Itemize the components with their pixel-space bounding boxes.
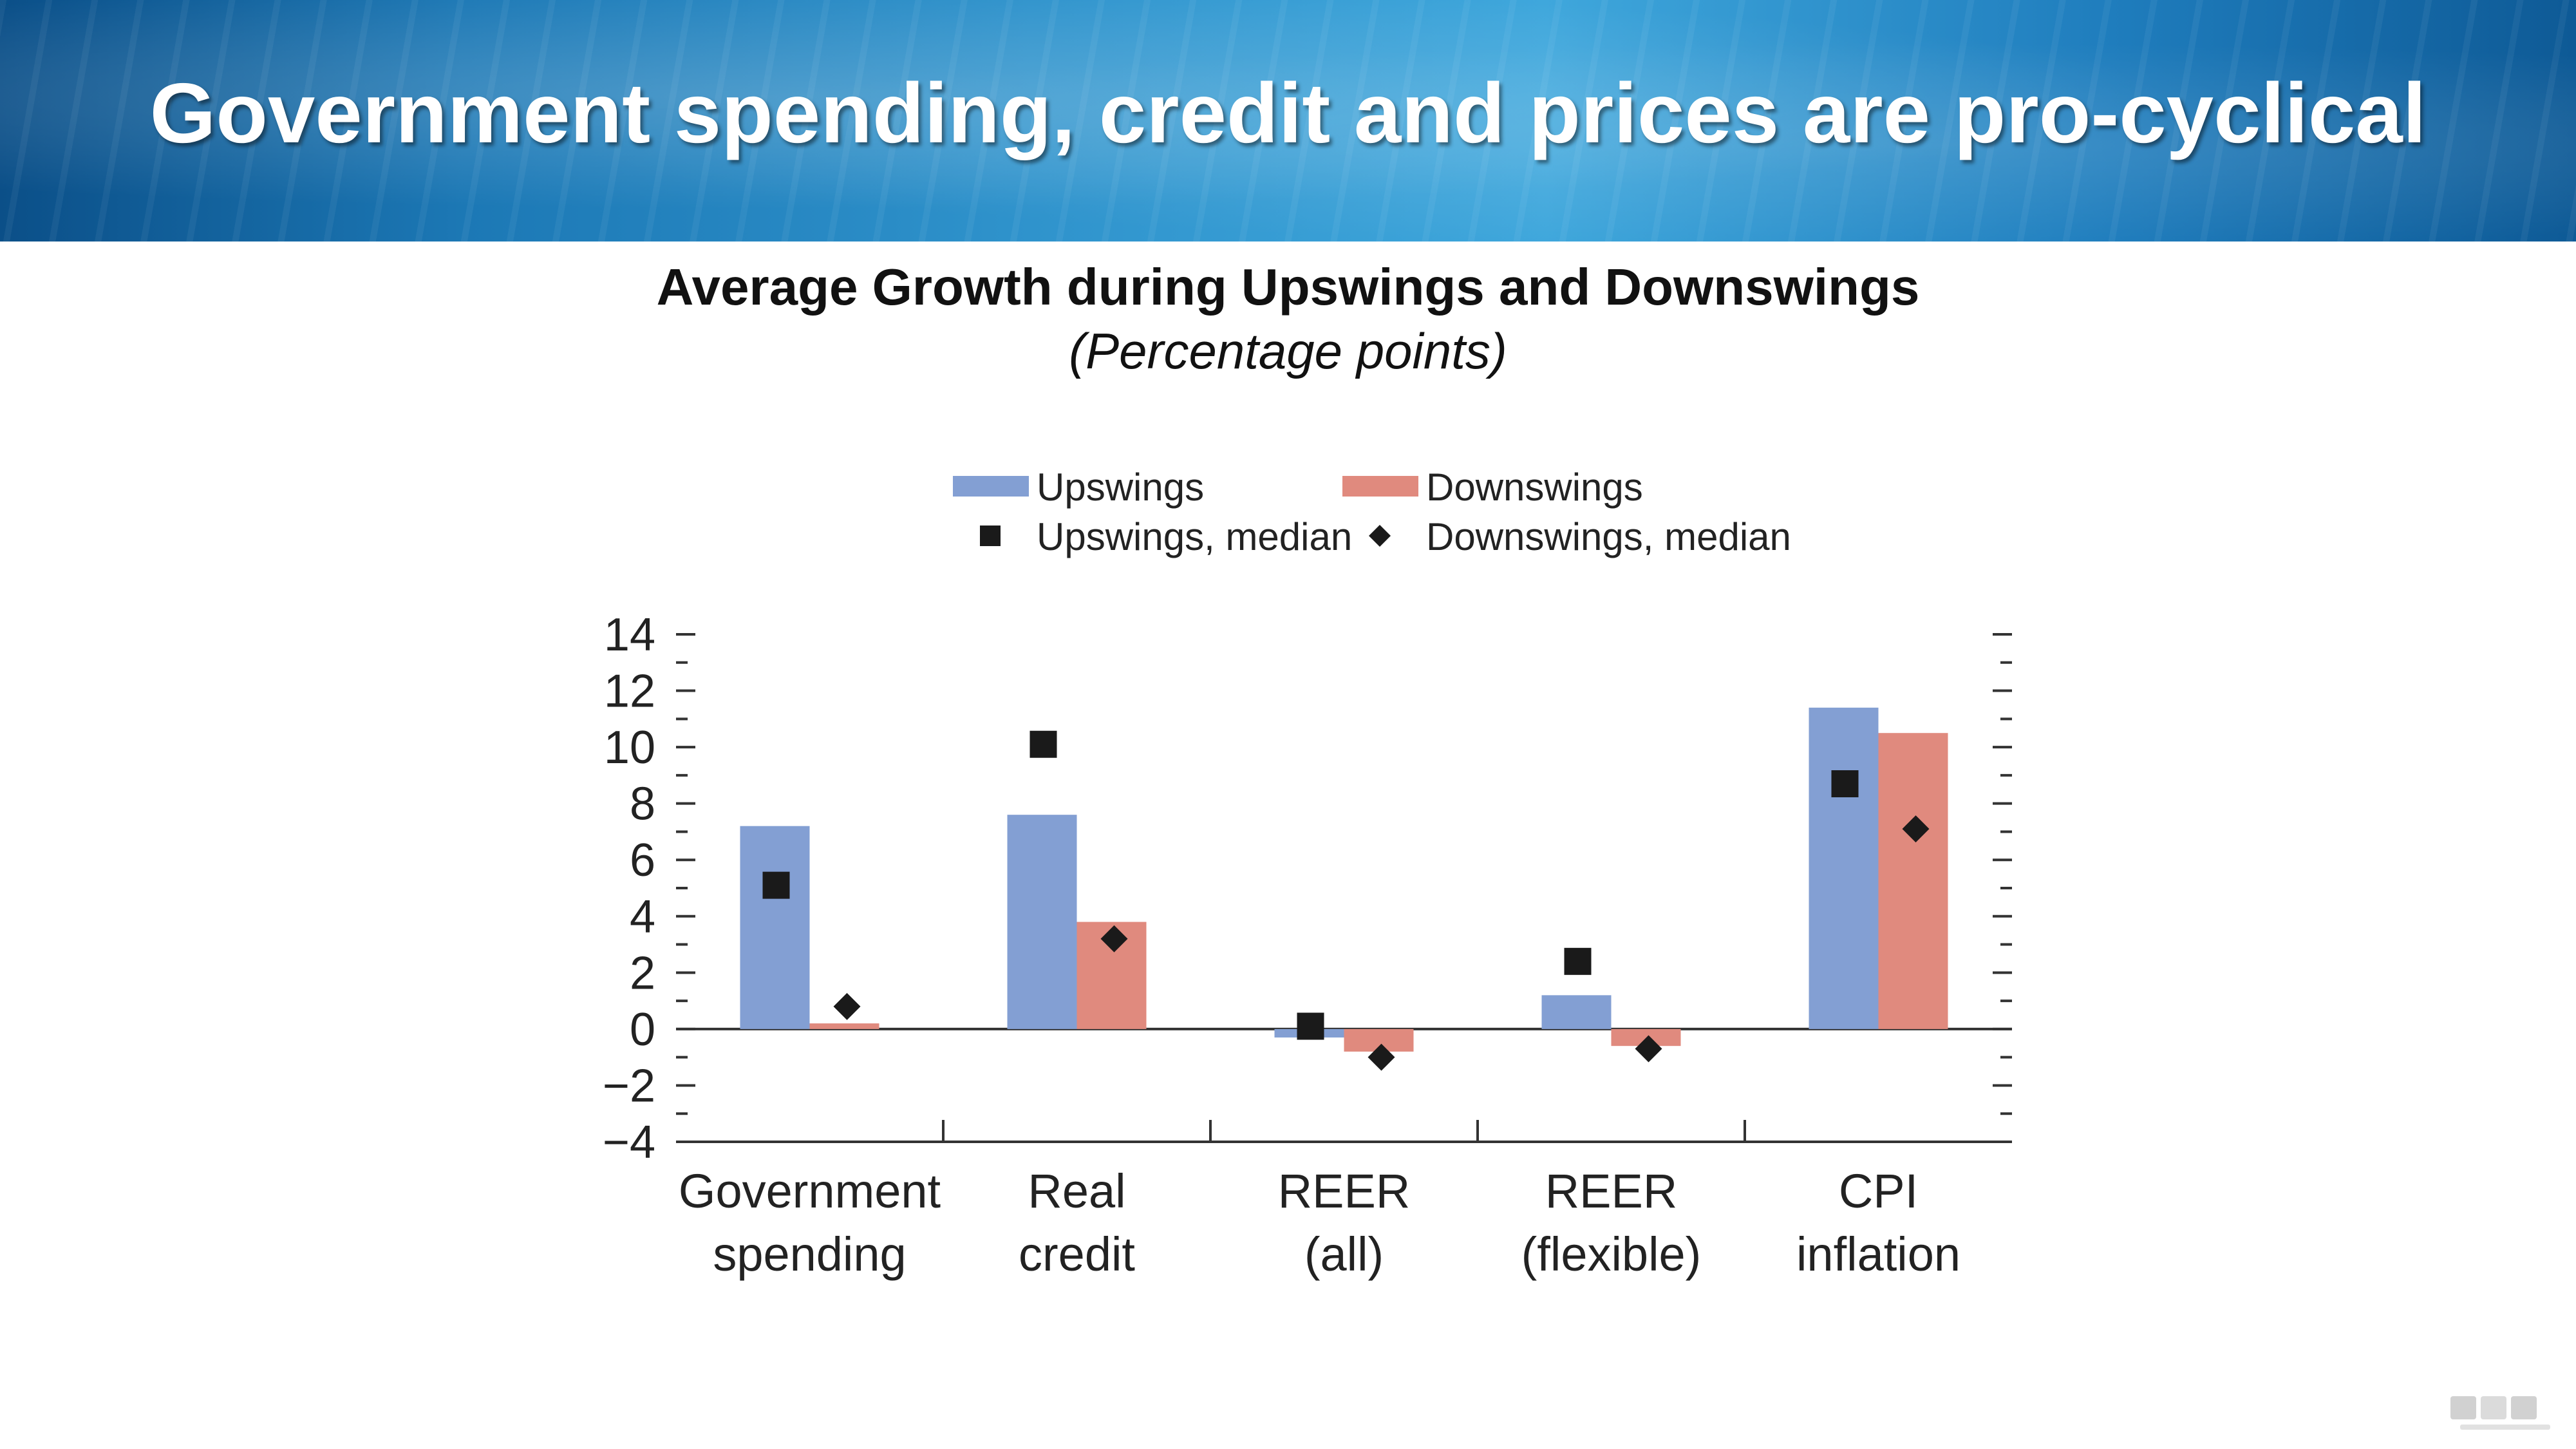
category-label: (all): [1304, 1227, 1384, 1281]
legend-swatch-upswings: [953, 476, 1029, 497]
marker-downswings-median: [1635, 1035, 1662, 1063]
y-tick-label: 10: [604, 722, 655, 773]
slide-title: Government spending, credit and prices a…: [149, 66, 2427, 160]
watermark-logo: [2450, 1396, 2550, 1430]
category-label: spending: [713, 1227, 906, 1281]
marker-downswings-median: [833, 992, 861, 1020]
banner-texture: [0, 0, 2576, 242]
marker-upswings-median: [762, 871, 790, 899]
bar-downswings: [1878, 733, 1948, 1029]
bar-upswings: [1007, 815, 1077, 1029]
category-label: credit: [1019, 1227, 1135, 1281]
category-label: Real: [1028, 1164, 1125, 1218]
category-labels: Government spending Real credit REER (all) REE…: [679, 1164, 1960, 1281]
bar-upswings: [740, 826, 810, 1029]
marker-downswings-median: [1902, 815, 1930, 843]
bar-upswings: [1809, 707, 1879, 1029]
y-tick-label: −4: [603, 1117, 655, 1168]
y-tick-label: 12: [604, 666, 655, 717]
chart-markers: [762, 730, 1930, 1071]
legend-swatch-upswings-median: [980, 526, 1001, 546]
marker-upswings-median: [1297, 1012, 1324, 1040]
legend-label: Upswings, median: [1037, 515, 1352, 558]
category-label: REER: [1278, 1164, 1411, 1218]
y-tick-label: 4: [630, 891, 655, 943]
header-banner: Government spending, credit and prices a…: [0, 0, 2576, 242]
y-tick-label: 8: [630, 779, 655, 830]
category-label: CPI: [1839, 1164, 1918, 1218]
y-tick-label: 14: [604, 609, 655, 661]
marker-downswings-median: [1100, 925, 1128, 952]
marker-upswings-median: [1831, 770, 1859, 798]
chart-legend: Upswings Downswings Upswings, median Downsw…: [953, 466, 1791, 558]
chart-title: Average Growth during Upswings and Downs…: [656, 258, 1920, 316]
category-label: Government: [679, 1164, 941, 1218]
marker-upswings-median: [1564, 947, 1592, 975]
y-tick-label: 0: [630, 1004, 655, 1056]
y-tick-label: 2: [630, 947, 655, 999]
bar-upswings: [1541, 995, 1612, 1029]
legend-label: Upswings: [1037, 466, 1204, 509]
chart-bars: [740, 707, 1948, 1052]
marker-upswings-median: [1029, 730, 1057, 758]
y-tick-label: 6: [630, 835, 655, 886]
legend-swatch-downswings: [1342, 476, 1418, 497]
marker-downswings-median: [1368, 1043, 1395, 1071]
legend-label: Downswings: [1426, 466, 1643, 509]
chart-subtitle: (Percentage points): [1069, 323, 1507, 379]
category-label: REER: [1545, 1164, 1678, 1218]
legend-label: Downswings, median: [1426, 515, 1791, 558]
category-label: inflation: [1796, 1227, 1960, 1281]
category-label: (flexible): [1521, 1227, 1702, 1281]
legend-swatch-downswings-median: [1369, 525, 1391, 547]
y-tick-label: −2: [603, 1060, 655, 1112]
bar-downswings: [809, 1023, 879, 1029]
